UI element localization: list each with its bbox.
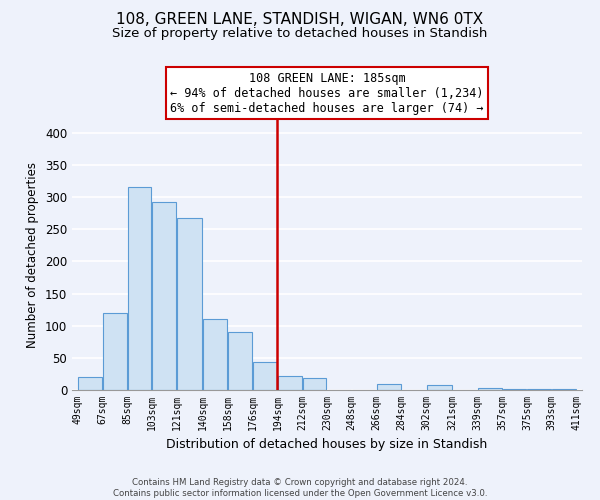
Bar (253, 362, 277, 390)
X-axis label: Distribution of detached houses by size in Standish: Distribution of detached houses by size … (166, 438, 488, 452)
Bar (103, 313, 127, 390)
Bar (503, 388, 526, 390)
Bar (303, 378, 326, 390)
Y-axis label: Number of detached properties: Number of detached properties (26, 162, 40, 348)
Bar (128, 188, 151, 390)
Bar (552, 388, 576, 390)
Bar (377, 384, 401, 390)
Text: Size of property relative to detached houses in Standish: Size of property relative to detached ho… (112, 28, 488, 40)
Bar (427, 385, 452, 390)
Bar (203, 320, 227, 390)
Bar (78, 377, 102, 390)
Bar (229, 332, 252, 390)
Text: 108 GREEN LANE: 185sqm
← 94% of detached houses are smaller (1,234)
6% of semi-d: 108 GREEN LANE: 185sqm ← 94% of detached… (170, 72, 484, 114)
Text: 108, GREEN LANE, STANDISH, WIGAN, WN6 0TX: 108, GREEN LANE, STANDISH, WIGAN, WN6 0T… (116, 12, 484, 28)
Bar (178, 218, 202, 390)
Bar (478, 388, 502, 390)
Bar (278, 376, 302, 390)
Bar (152, 202, 176, 390)
Bar (527, 388, 551, 390)
Text: Contains HM Land Registry data © Crown copyright and database right 2024.
Contai: Contains HM Land Registry data © Crown c… (113, 478, 487, 498)
